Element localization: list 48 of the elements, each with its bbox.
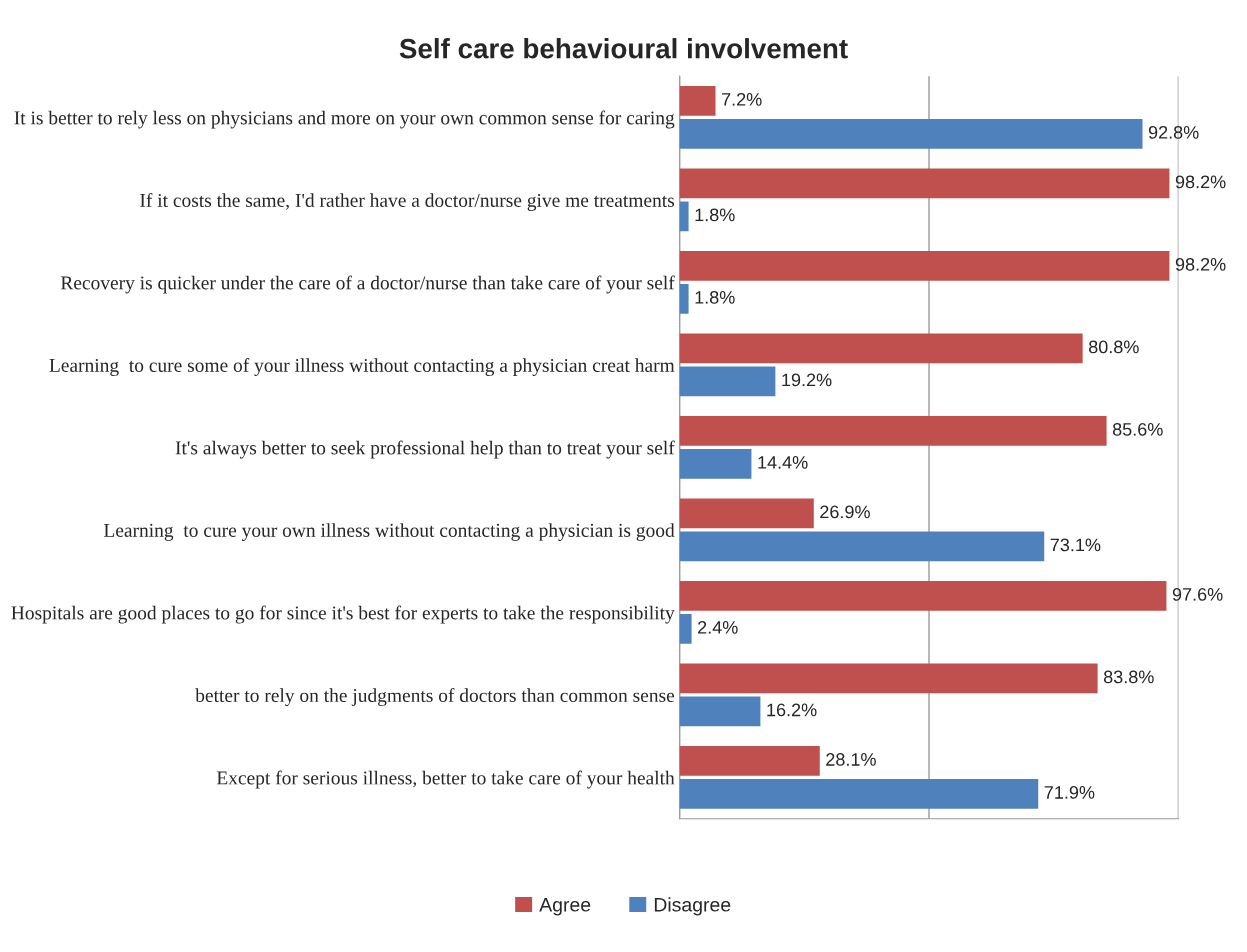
bar <box>679 696 761 727</box>
data-label: 71.9% <box>1044 786 1095 799</box>
data-label: 19.2% <box>782 373 832 387</box>
y-tick-label: Learning to cure some of your illness without contacting a physician creat harm <box>49 358 675 376</box>
bar <box>679 416 1107 446</box>
bar <box>679 531 1045 562</box>
y-tick-label: Recovery is quicker under the care of a doctor/nurse than take care of your self <box>60 275 675 294</box>
bar <box>679 498 814 529</box>
data-label: 7.2% <box>722 92 762 106</box>
bar <box>679 86 716 116</box>
bar <box>679 284 689 314</box>
legend-label: Agree <box>539 898 591 916</box>
data-label: 97.6% <box>1172 588 1223 601</box>
bar <box>679 614 692 644</box>
data-label: 16.2% <box>767 703 817 717</box>
bar <box>679 119 1143 149</box>
y-tick-label: Learning to cure your own illness without contacting a physician is good <box>103 523 675 541</box>
data-label: 98.2% <box>1175 175 1226 189</box>
data-label: 14.4% <box>758 456 808 469</box>
y-tick-label: Except for serious illness, better to take care of your health <box>216 770 675 789</box>
legend-label: Disagree <box>654 897 731 916</box>
bar <box>679 746 820 776</box>
data-label: 80.8% <box>1088 340 1139 354</box>
bar <box>679 663 1098 694</box>
data-label: 1.8% <box>695 290 735 304</box>
data-label: 92.8% <box>1148 125 1199 139</box>
bar <box>679 201 689 232</box>
bar <box>679 251 1170 281</box>
data-label: 1.8% <box>695 208 735 222</box>
data-label: 26.9% <box>820 505 870 519</box>
y-tick-label: It is better to rely less on physicians and more on your own common sense for caring <box>14 110 675 129</box>
bar <box>679 449 752 479</box>
chart-title: Self care behavioural involvement <box>399 38 848 59</box>
y-tick-label: Hospitals are good places to go for since it's best for experts to take the responsibility <box>11 605 675 624</box>
y-tick-label: If it costs the same, I'd rather have a doctor/nurse give me treatments <box>140 193 675 211</box>
bar <box>679 581 1167 611</box>
bar <box>679 333 1083 364</box>
bar <box>679 779 1039 809</box>
data-label: 98.2% <box>1175 257 1226 271</box>
data-label: 28.1% <box>826 753 876 766</box>
data-label: 83.8% <box>1103 670 1154 684</box>
y-tick-label: It's always better to seek professional help than to treat your self <box>175 440 675 459</box>
y-tick-label: better to rely on the judgments of doctors than common sense <box>195 688 675 706</box>
data-label: 85.6% <box>1112 423 1163 436</box>
bar <box>679 168 1170 199</box>
data-label: 2.4% <box>698 621 738 634</box>
data-label: 73.1% <box>1050 538 1101 552</box>
bar <box>679 366 776 397</box>
